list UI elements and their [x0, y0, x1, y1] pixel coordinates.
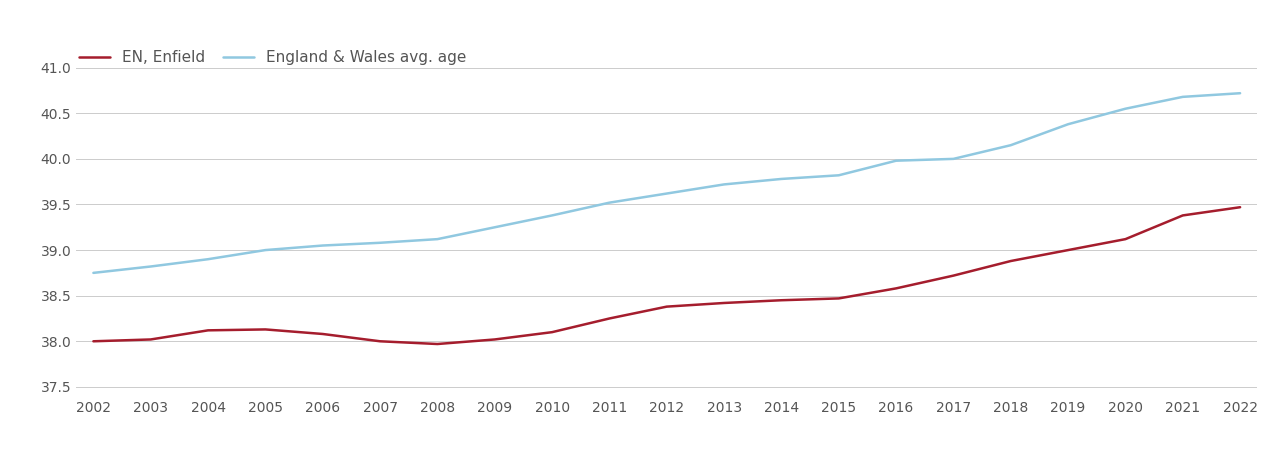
England & Wales avg. age — [946, 156, 961, 162]
EN, Enfield — [1232, 204, 1247, 210]
England & Wales avg. age — [1003, 143, 1019, 148]
England & Wales avg. age — [659, 191, 674, 196]
England & Wales avg. age — [889, 158, 904, 163]
EN, Enfield — [86, 338, 102, 344]
EN, Enfield — [716, 300, 732, 306]
EN, Enfield — [372, 338, 387, 344]
England & Wales avg. age — [201, 256, 216, 262]
England & Wales avg. age — [258, 248, 273, 253]
EN, Enfield — [315, 331, 330, 337]
England & Wales avg. age — [1118, 106, 1133, 112]
EN, Enfield — [889, 286, 904, 291]
EN, Enfield — [429, 341, 444, 346]
EN, Enfield — [946, 273, 961, 278]
EN, Enfield — [144, 337, 159, 342]
Line: England & Wales avg. age: England & Wales avg. age — [94, 93, 1240, 273]
EN, Enfield — [488, 337, 503, 342]
England & Wales avg. age — [488, 225, 503, 230]
England & Wales avg. age — [144, 264, 159, 269]
England & Wales avg. age — [1175, 94, 1190, 99]
England & Wales avg. age — [429, 236, 444, 242]
EN, Enfield — [201, 328, 216, 333]
England & Wales avg. age — [1232, 90, 1247, 96]
Line: EN, Enfield: EN, Enfield — [94, 207, 1240, 344]
EN, Enfield — [1175, 213, 1190, 218]
England & Wales avg. age — [86, 270, 102, 275]
Legend: EN, Enfield, England & Wales avg. age: EN, Enfield, England & Wales avg. age — [76, 47, 470, 68]
England & Wales avg. age — [831, 173, 846, 178]
England & Wales avg. age — [602, 200, 617, 205]
England & Wales avg. age — [1060, 122, 1076, 127]
England & Wales avg. age — [773, 176, 789, 182]
EN, Enfield — [1003, 258, 1019, 264]
EN, Enfield — [602, 316, 617, 321]
EN, Enfield — [1060, 248, 1076, 253]
EN, Enfield — [1118, 236, 1133, 242]
EN, Enfield — [773, 297, 789, 303]
England & Wales avg. age — [315, 243, 330, 248]
EN, Enfield — [545, 329, 560, 335]
England & Wales avg. age — [716, 182, 732, 187]
EN, Enfield — [659, 304, 674, 309]
England & Wales avg. age — [545, 213, 560, 218]
EN, Enfield — [831, 296, 846, 301]
England & Wales avg. age — [372, 240, 387, 246]
EN, Enfield — [258, 327, 273, 332]
